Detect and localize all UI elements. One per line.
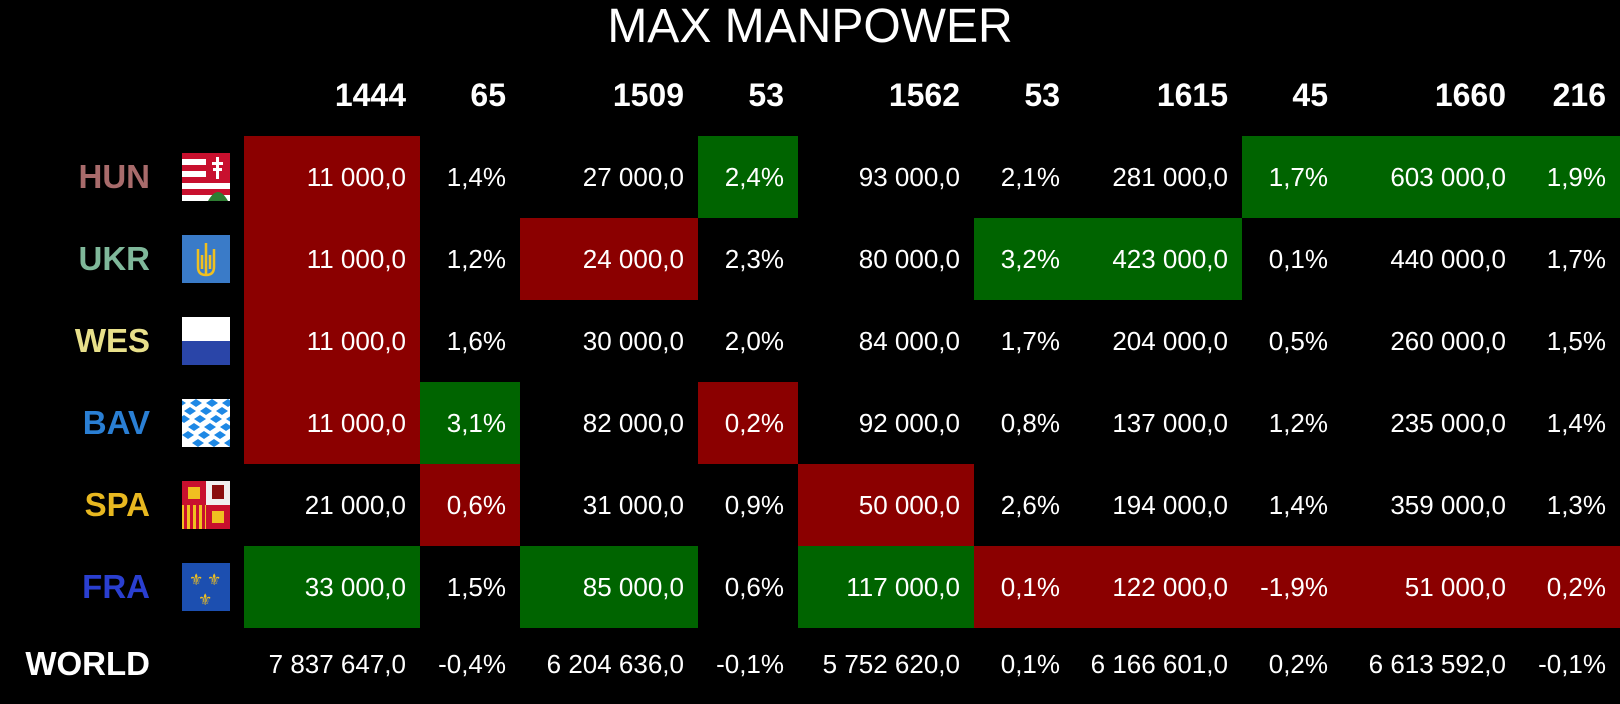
svg-text:⚜: ⚜ bbox=[207, 570, 221, 589]
growth-cell: 2,3% bbox=[724, 244, 784, 274]
ukraine-flag-icon bbox=[182, 235, 230, 283]
value-cell: 31 000,0 bbox=[582, 490, 684, 520]
growth-cell: 1,3% bbox=[1546, 490, 1606, 520]
value-cell: 117 000,0 bbox=[798, 546, 974, 628]
value-cell: 137 000,0 bbox=[1112, 408, 1228, 438]
growth-cell: 1,2% bbox=[446, 244, 506, 274]
country-code: SPA bbox=[84, 486, 150, 523]
growth-cell: 2,4% bbox=[698, 136, 798, 218]
world-growth-cell: 0,2% bbox=[1268, 649, 1328, 679]
country-code: UKR bbox=[78, 240, 151, 277]
column-header: 1562 bbox=[888, 77, 960, 113]
growth-cell: 0,2% bbox=[698, 382, 798, 464]
growth-cell: 0,9% bbox=[724, 490, 784, 520]
growth-cell: 0,6% bbox=[724, 572, 784, 602]
value-cell: 24 000,0 bbox=[520, 218, 698, 300]
value-cell: 204 000,0 bbox=[1112, 326, 1228, 356]
world-value-cell: 6 204 636,0 bbox=[546, 649, 684, 679]
world-label: WORLD bbox=[25, 645, 150, 682]
value-cell: 27 000,0 bbox=[582, 162, 684, 192]
country-code: HUN bbox=[78, 158, 151, 195]
world-value-cell: 7 837 647,0 bbox=[268, 649, 406, 679]
column-header: 1660 bbox=[1434, 77, 1506, 113]
world-growth-cell: -0,4% bbox=[438, 649, 506, 679]
growth-cell: 1,4% bbox=[1546, 408, 1606, 438]
growth-cell: 0,1% bbox=[1268, 244, 1328, 274]
value-cell: 194 000,0 bbox=[1112, 490, 1228, 520]
growth-cell: 1,6% bbox=[446, 326, 506, 356]
world-growth-cell: -0,1% bbox=[1538, 649, 1606, 679]
value-cell: 92 000,0 bbox=[858, 408, 960, 438]
france-flag-icon: ⚜ ⚜ ⚜ bbox=[182, 563, 230, 611]
value-cell: 235 000,0 bbox=[1390, 408, 1506, 438]
growth-cell: 2,0% bbox=[724, 326, 784, 356]
column-header: 1509 bbox=[612, 77, 684, 113]
value-cell: 359 000,0 bbox=[1390, 490, 1506, 520]
column-header: 1615 bbox=[1156, 77, 1228, 113]
country-code: BAV bbox=[82, 404, 150, 441]
growth-cell: 2,1% bbox=[1000, 162, 1060, 192]
growth-cell: 3,2% bbox=[974, 218, 1074, 300]
svg-text:⚜: ⚜ bbox=[189, 570, 203, 589]
value-cell: 122 000,0 bbox=[1074, 546, 1242, 628]
value-cell: 33 000,0 bbox=[244, 546, 420, 628]
value-cell: 440 000,0 bbox=[1390, 244, 1506, 274]
world-value-cell: 6 613 592,0 bbox=[1368, 649, 1506, 679]
growth-cell: 3,1% bbox=[420, 382, 520, 464]
world-growth-cell: 0,1% bbox=[1000, 649, 1060, 679]
bavaria-flag-icon bbox=[182, 399, 230, 447]
growth-cell: 2,6% bbox=[1000, 490, 1060, 520]
value-cell: 423 000,0 bbox=[1074, 218, 1242, 300]
value-cell: 11 000,0 bbox=[244, 136, 420, 218]
column-header: 53 bbox=[748, 77, 784, 113]
value-cell: 51 000,0 bbox=[1342, 546, 1520, 628]
growth-cell: 0,6% bbox=[420, 464, 520, 546]
column-header: 216 bbox=[1552, 77, 1606, 113]
value-cell: 84 000,0 bbox=[858, 326, 960, 356]
column-header: 53 bbox=[1024, 77, 1060, 113]
growth-cell: 1,4% bbox=[446, 162, 506, 192]
hungary-flag-icon bbox=[182, 153, 230, 201]
growth-cell: -1,9% bbox=[1242, 546, 1342, 628]
value-cell: 80 000,0 bbox=[858, 244, 960, 274]
value-cell: 603 000,0 bbox=[1342, 136, 1520, 218]
country-code: WES bbox=[74, 322, 150, 359]
growth-cell: 1,7% bbox=[1000, 326, 1060, 356]
growth-cell: 1,7% bbox=[1242, 136, 1342, 218]
column-header: 45 bbox=[1292, 77, 1328, 113]
growth-cell: 0,2% bbox=[1520, 546, 1620, 628]
value-cell: 281 000,0 bbox=[1112, 162, 1228, 192]
page-title: MAX MANPOWER bbox=[607, 0, 1013, 53]
growth-cell: 1,5% bbox=[1546, 326, 1606, 356]
growth-cell: 1,5% bbox=[446, 572, 506, 602]
value-cell: 30 000,0 bbox=[582, 326, 684, 356]
value-cell: 82 000,0 bbox=[582, 408, 684, 438]
value-cell: 11 000,0 bbox=[244, 382, 420, 464]
growth-cell: 0,5% bbox=[1268, 326, 1328, 356]
world-value-cell: 6 166 601,0 bbox=[1090, 649, 1228, 679]
westphalia-flag-icon bbox=[182, 317, 230, 365]
value-cell: 85 000,0 bbox=[520, 546, 698, 628]
growth-cell: 1,4% bbox=[1268, 490, 1328, 520]
value-cell: 260 000,0 bbox=[1390, 326, 1506, 356]
svg-text:⚜: ⚜ bbox=[198, 590, 212, 609]
value-cell: 11 000,0 bbox=[244, 300, 420, 382]
value-cell: 11 000,0 bbox=[244, 218, 420, 300]
value-cell: 93 000,0 bbox=[858, 162, 960, 192]
growth-cell: 1,7% bbox=[1546, 244, 1606, 274]
column-header: 65 bbox=[470, 77, 506, 113]
growth-cell: 1,9% bbox=[1520, 136, 1620, 218]
world-value-cell: 5 752 620,0 bbox=[822, 649, 960, 679]
value-cell: 21 000,0 bbox=[304, 490, 406, 520]
value-cell: 50 000,0 bbox=[798, 464, 974, 546]
country-code: FRA bbox=[82, 568, 150, 605]
growth-cell: 1,2% bbox=[1268, 408, 1328, 438]
world-growth-cell: -0,1% bbox=[716, 649, 784, 679]
column-header: 1444 bbox=[334, 77, 406, 113]
growth-cell: 0,8% bbox=[1000, 408, 1060, 438]
spain-flag-icon bbox=[182, 481, 230, 529]
growth-cell: 0,1% bbox=[974, 546, 1074, 628]
